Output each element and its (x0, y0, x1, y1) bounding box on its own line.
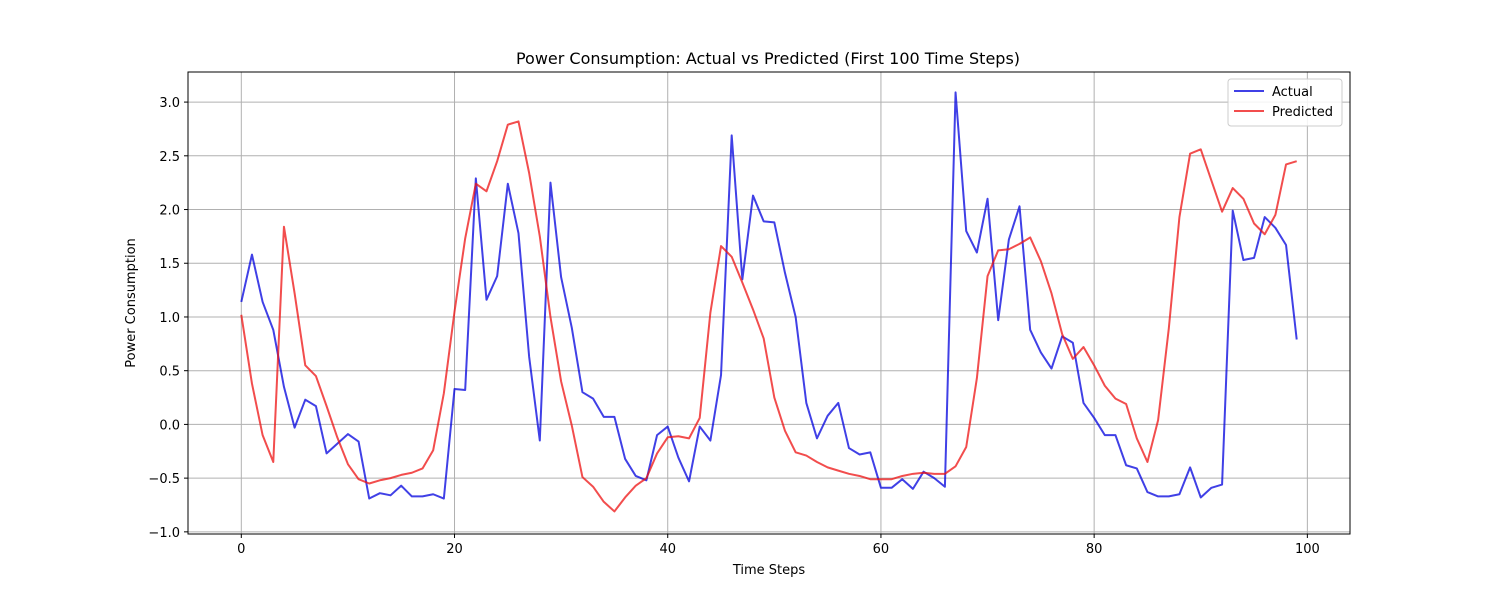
y-tick-label: 0.5 (159, 365, 180, 380)
y-tick-label: 0.0 (159, 418, 180, 433)
y-tick-label: 1.0 (159, 311, 180, 326)
x-tick-label: 100 (1295, 542, 1320, 557)
y-tick-label: −0.5 (148, 472, 180, 487)
grid (188, 72, 1350, 534)
y-axis-ticks: −1.0 −0.5 0.0 0.5 1.0 1.5 2.0 2.5 3.0 (148, 96, 188, 541)
x-tick-label: 60 (873, 542, 890, 557)
y-axis-label: Power Consumption (124, 238, 139, 368)
x-tick-label: 40 (659, 542, 676, 557)
chart-title: Power Consumption: Actual vs Predicted (… (516, 49, 1020, 68)
series-layer (240, 91, 1298, 513)
y-tick-label: 3.0 (159, 96, 180, 111)
series-line-actual (240, 91, 1298, 500)
legend: Actual Predicted (1227, 78, 1343, 127)
x-tick-label: 0 (237, 542, 245, 557)
y-tick-label: 2.0 (159, 204, 180, 219)
legend-label-predicted: Predicted (1272, 105, 1333, 120)
y-tick-label: 2.5 (159, 150, 180, 165)
series-line-predicted (240, 120, 1297, 513)
x-tick-label: 80 (1086, 542, 1103, 557)
y-tick-label: 1.5 (159, 257, 180, 272)
plot-frame (187, 71, 1351, 535)
x-axis-label: Time Steps (732, 563, 806, 578)
y-tick-label: −1.0 (148, 526, 180, 541)
x-tick-label: 20 (446, 542, 463, 557)
legend-label-actual: Actual (1272, 85, 1313, 100)
x-axis-ticks: 0 20 40 60 80 100 (237, 534, 1320, 557)
